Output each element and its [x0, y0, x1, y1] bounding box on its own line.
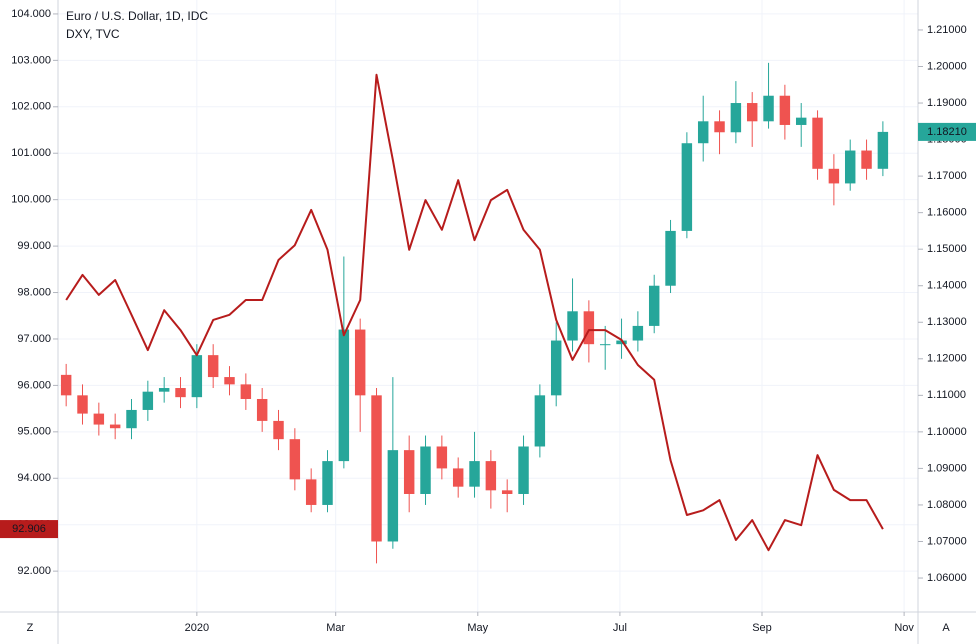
legend-entry: Euro / U.S. Dollar, 1D, IDC [66, 9, 208, 23]
last-value-label: 92.906 [12, 523, 46, 535]
y2-tick-label: 1.11000 [927, 389, 966, 401]
candle-body [501, 490, 513, 494]
y-tick-label: 97.000 [17, 333, 51, 345]
y2-tick-label: 1.10000 [927, 426, 967, 438]
y-tick-label: 94.000 [17, 472, 51, 484]
candle-body [158, 388, 170, 392]
x-tick-label: 2020 [185, 622, 209, 634]
candle-body [403, 450, 415, 494]
axes: 92.00093.00094.00095.00096.00097.00098.0… [0, 8, 976, 634]
candle-body [322, 461, 333, 505]
candle-body [420, 446, 431, 494]
candle-body [142, 391, 154, 410]
candle-body [109, 424, 121, 429]
candle-body [207, 355, 219, 378]
last-value-box [0, 520, 58, 539]
x-tick-label: May [467, 622, 488, 634]
grid [58, 0, 918, 612]
y-tick-label: 99.000 [17, 240, 51, 252]
candle-body [779, 95, 791, 125]
candle-body [289, 439, 301, 480]
y2-tick-label: 1.20000 [927, 60, 967, 72]
candle-body [534, 395, 546, 447]
candle-body [812, 117, 823, 169]
candle-body [763, 95, 774, 122]
candle-body [583, 311, 595, 345]
auto-scale-button[interactable]: A [942, 622, 950, 634]
y-tick-label: 103.000 [11, 54, 51, 66]
x-tick-label: Jul [613, 622, 627, 634]
candle-body [485, 461, 497, 491]
candle-body [175, 388, 186, 398]
y-tick-label: 98.000 [17, 286, 51, 298]
candle-body [550, 340, 562, 396]
y2-tick-label: 1.09000 [927, 462, 967, 474]
candle-body [77, 395, 88, 414]
candle-body [697, 121, 709, 144]
y2-tick-label: 1.15000 [927, 243, 967, 255]
candle-body [273, 420, 284, 440]
candle-body [436, 446, 448, 469]
candle-body [648, 285, 660, 326]
y2-tick-label: 1.08000 [927, 499, 967, 511]
y-tick-label: 104.000 [11, 8, 51, 20]
candle-body [126, 409, 137, 429]
y-tick-label: 95.000 [17, 426, 51, 438]
candle-body [877, 131, 889, 169]
candle-body [861, 150, 872, 169]
timezone-button[interactable]: Z [27, 622, 34, 634]
y-tick-label: 96.000 [17, 379, 51, 391]
candle-body [795, 117, 807, 125]
candle-body [730, 103, 742, 133]
y-tick-label: 100.000 [11, 194, 51, 206]
y-tick-label: 101.000 [11, 147, 51, 159]
y-tick-label: 92.000 [17, 565, 51, 577]
candle-body [452, 468, 464, 487]
y2-tick-label: 1.16000 [927, 207, 967, 219]
x-tick-label: Mar [326, 622, 345, 634]
x-tick-label: Sep [752, 622, 772, 634]
y2-tick-label: 1.07000 [927, 535, 967, 547]
candle-body [338, 329, 350, 462]
y-tick-label: 102.000 [11, 101, 51, 113]
candle-body [387, 450, 399, 542]
candle-body [354, 329, 366, 396]
candle-body [469, 461, 480, 487]
last-value-label: 1.18210 [927, 126, 967, 138]
plot [60, 62, 889, 564]
candle-body [60, 374, 72, 396]
y2-tick-label: 1.19000 [927, 97, 967, 109]
candle-body [93, 413, 105, 425]
candle-body [632, 325, 644, 341]
y2-tick-label: 1.12000 [927, 353, 967, 365]
y2-tick-label: 1.13000 [927, 316, 967, 328]
candle-body [305, 479, 317, 505]
candle-body [224, 377, 235, 385]
candle-body [714, 121, 725, 133]
candle-body [518, 446, 529, 494]
candle-body [828, 168, 840, 184]
candle-body [240, 384, 252, 399]
x-tick-label: Nov [894, 622, 914, 634]
candle-body [844, 150, 856, 184]
candle-body [371, 395, 382, 542]
line [65, 73, 884, 552]
candle-body [599, 344, 611, 346]
candle-body [256, 398, 268, 421]
y2-tick-label: 1.14000 [927, 280, 967, 292]
candle-body [567, 311, 578, 341]
y2-tick-label: 1.06000 [927, 572, 967, 584]
candle-body [616, 340, 627, 345]
candle-body [191, 355, 203, 398]
last-value-box [918, 122, 976, 141]
candle-body [681, 143, 693, 231]
y2-tick-label: 1.17000 [927, 170, 967, 182]
candle-body [665, 230, 676, 286]
candle-body [746, 103, 758, 122]
legend-entry: DXY, TVC [66, 27, 120, 41]
y2-tick-label: 1.21000 [927, 24, 967, 36]
